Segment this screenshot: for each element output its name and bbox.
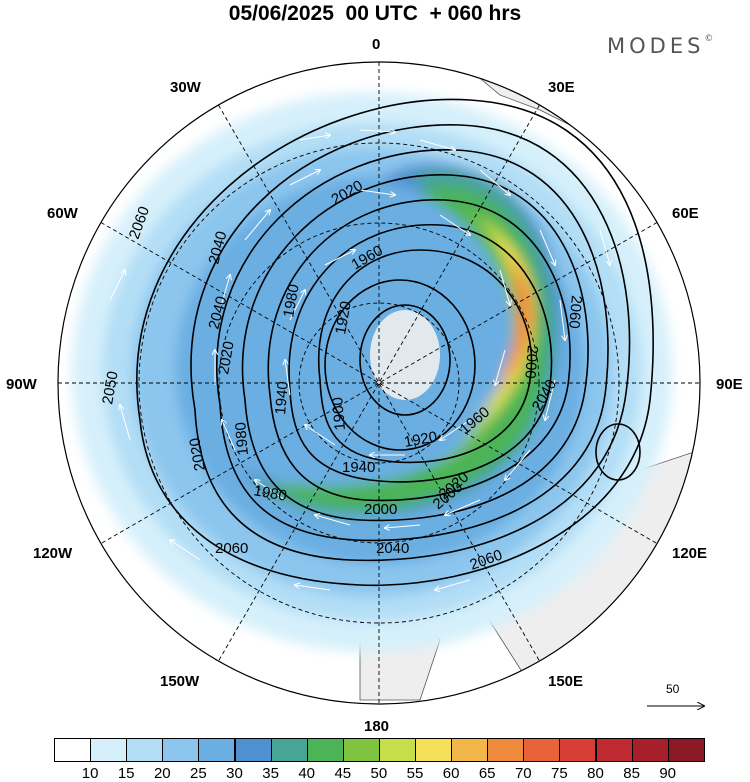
colorbar-tick: 30	[226, 765, 243, 782]
colorbar-swatch	[198, 738, 236, 762]
colorbar-tick: 25	[190, 765, 207, 782]
graticule	[58, 62, 700, 704]
map-border	[57, 61, 701, 705]
lon-label-60e: 60E	[672, 205, 699, 222]
colorbar-tick: 85	[623, 765, 640, 782]
brand-logo: MODES©	[607, 34, 713, 58]
lon-label-0: 0	[372, 36, 381, 53]
contour-labels: 2060 2040 2040 2020 1980 1960 1920 2020 …	[99, 177, 585, 574]
colorbar-tick: 80	[587, 765, 604, 782]
lon-label-150e: 150E	[548, 673, 584, 690]
colorbar-tick: 60	[442, 765, 460, 782]
contour-label: 1980	[252, 482, 288, 505]
contour-label: 1920	[403, 428, 439, 451]
contour-label: 1920	[332, 300, 355, 336]
colorbar-tick: 45	[334, 765, 352, 782]
contour-label: 1980	[280, 283, 303, 319]
shade-70	[500, 268, 531, 380]
lon-label-30e: 30E	[548, 79, 575, 96]
colorbar-swatch	[451, 738, 489, 762]
colorbar-swatch	[523, 738, 561, 762]
contour-label: 2050	[99, 370, 122, 406]
colorbar-swatch	[559, 738, 597, 762]
contour-label: 2060	[215, 540, 248, 557]
colorbar-tick: 75	[551, 765, 568, 782]
height-contours	[136, 98, 654, 587]
contour-label: 2040	[376, 540, 409, 557]
colorbar-tick: 55	[406, 765, 424, 782]
colorbar-tick: 40	[298, 765, 316, 782]
colorbar-tick: 65	[478, 765, 496, 782]
contour-label: 1940	[342, 459, 375, 476]
lon-label-120e: 120E	[672, 545, 708, 562]
colorbar-swatch	[487, 738, 525, 762]
lon-label-180: 180	[364, 718, 390, 735]
lon-label-90e: 90E	[716, 376, 743, 393]
colorbar-swatch	[270, 738, 308, 762]
colorbar-swatch	[90, 738, 128, 762]
contour-label: 2060	[565, 295, 585, 330]
center-low	[370, 310, 440, 400]
colorbar-tick: 15	[117, 765, 135, 782]
lon-label-90w: 90W	[6, 376, 37, 393]
colorbar-swatch	[595, 738, 633, 762]
contour-label: 2020	[186, 436, 209, 472]
contour-label: 2000	[521, 345, 541, 380]
colorbar-swatch	[234, 738, 272, 762]
wind-vectors	[109, 130, 610, 590]
map-title: 05/06/2025 00 UTC + 060 hrs	[228, 2, 522, 25]
contour-label: 1900	[329, 396, 349, 431]
brand-text: MODES	[607, 34, 705, 58]
reference-vector-label: 50	[666, 682, 680, 696]
lon-label-30w: 30W	[170, 79, 201, 96]
contour-label: 2020	[215, 340, 238, 376]
colorbar-swatch	[54, 738, 92, 762]
brand-mark: ©	[704, 34, 714, 44]
colorbar-tick: 70	[514, 765, 532, 782]
colorbar-tick: 10	[81, 765, 99, 782]
colorbar-swatch	[306, 738, 344, 762]
colorbar-tick: 90	[659, 765, 677, 782]
colorbar-tick: 35	[262, 765, 279, 782]
colorbar-swatch	[631, 738, 669, 762]
colorbar-swatch	[378, 738, 416, 762]
lon-label-60w: 60W	[47, 205, 78, 222]
lon-label-150w: 150W	[160, 673, 200, 690]
colorbar-swatch	[667, 738, 705, 762]
colorbar-tick: 20	[153, 765, 171, 782]
contour-label: 1980	[232, 421, 252, 456]
colorbar-tick: 50	[370, 765, 388, 782]
contour-label: 2000	[364, 501, 397, 518]
wind-speed-shading	[72, 92, 672, 652]
colorbar-swatch	[162, 738, 200, 762]
colorbar-swatch	[342, 738, 380, 762]
contour-label: 1940	[272, 381, 292, 416]
lon-label-120w: 120W	[33, 545, 73, 562]
colorbar-swatch	[126, 738, 164, 762]
colorbar-swatch	[415, 738, 453, 762]
